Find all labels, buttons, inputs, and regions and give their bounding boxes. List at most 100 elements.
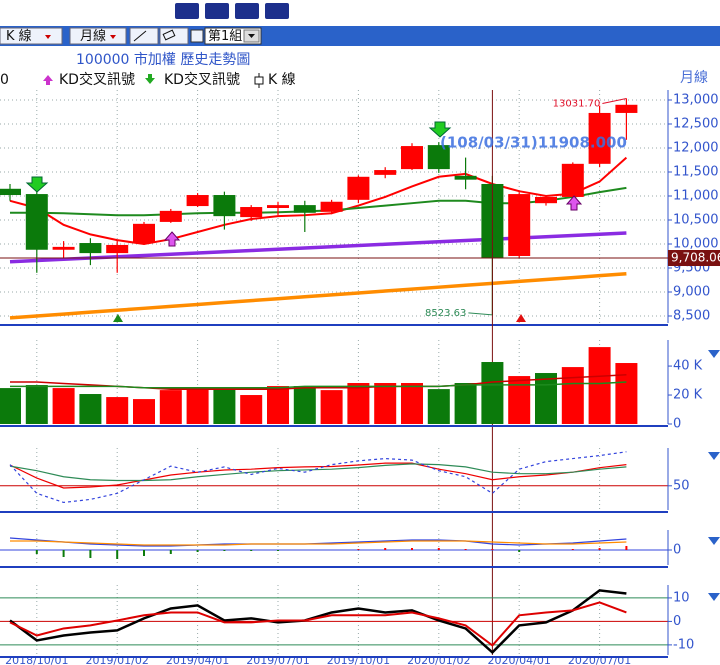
volume-bar xyxy=(427,389,450,424)
annotation-leader xyxy=(602,97,627,104)
dropdown-arrow xyxy=(45,35,51,39)
volume-bar xyxy=(186,387,209,424)
candle-body xyxy=(133,223,155,244)
candle-body xyxy=(240,207,263,218)
annotation-leader xyxy=(468,312,493,316)
annotation: 8523.63 xyxy=(425,308,466,319)
histogram-bar xyxy=(491,549,494,550)
buy-signal xyxy=(565,195,583,211)
candle-body xyxy=(561,163,584,197)
candle-body xyxy=(535,196,557,204)
volume-bar xyxy=(561,367,584,424)
buy-signal xyxy=(163,231,181,247)
histogram-bar xyxy=(35,550,38,554)
x-tick-label: 2020/01/02 xyxy=(407,654,470,665)
volume-bar xyxy=(401,383,423,424)
histogram-bar xyxy=(464,549,467,550)
x-tick-label: 2018/10/01 xyxy=(5,654,68,665)
histogram-bar xyxy=(357,549,360,550)
icon-button[interactable] xyxy=(205,3,229,19)
volume-bar xyxy=(293,386,316,424)
icon-button[interactable] xyxy=(265,3,289,19)
period-text: 月線 xyxy=(80,28,106,44)
histogram-bar xyxy=(411,548,413,550)
histogram-bar xyxy=(518,550,521,552)
histogram-bar xyxy=(384,548,387,550)
volume-bar xyxy=(347,383,370,424)
legend-text: KD交叉訊號 xyxy=(59,71,135,88)
panel-button[interactable] xyxy=(708,593,720,601)
y-tick-label: 11,000 xyxy=(673,188,719,203)
x-tick-label: 2019/01/02 xyxy=(85,654,148,665)
line-tool[interactable] xyxy=(129,27,159,45)
sell-signal xyxy=(428,121,452,138)
x-tick-label: 2020/07/01 xyxy=(568,654,631,665)
y-tick-label: 0 xyxy=(673,543,681,558)
kline-select[interactable] xyxy=(0,27,63,45)
legend-text: KD交叉訊號 xyxy=(164,71,240,88)
histogram-bar xyxy=(571,549,574,550)
volume-bar xyxy=(508,376,531,424)
y-tick-label: 12,500 xyxy=(673,116,719,131)
histogram-bar xyxy=(169,550,172,554)
y-tick-label: 50 xyxy=(673,478,690,493)
series-line xyxy=(9,537,627,547)
legend-candle xyxy=(254,76,264,85)
histogram-bar xyxy=(143,550,145,556)
candle-body xyxy=(0,188,21,196)
series-line xyxy=(10,186,627,217)
series-line xyxy=(9,601,627,647)
x-tick-label: 2019/04/01 xyxy=(166,654,229,665)
dropdown-arrow xyxy=(110,35,116,39)
grid-icon[interactable] xyxy=(190,29,204,43)
icon-button[interactable] xyxy=(235,3,259,19)
candle-body xyxy=(293,205,316,213)
panel-button[interactable] xyxy=(708,452,720,460)
toolbar-icons xyxy=(175,3,289,19)
y-tick-label: 11,500 xyxy=(673,164,719,179)
panel-button[interactable] xyxy=(708,537,720,545)
candle-body xyxy=(401,146,423,170)
series-line xyxy=(9,463,627,482)
series-line xyxy=(10,540,627,546)
candle-body xyxy=(186,195,209,207)
legend-text: K 線 xyxy=(268,72,296,88)
sell-signal xyxy=(25,176,49,193)
y-tick-label: 10 xyxy=(673,590,690,605)
candle-body xyxy=(106,244,129,254)
candle-body xyxy=(52,246,75,250)
line-icon xyxy=(133,30,147,42)
histogram-bar xyxy=(89,550,92,558)
series-line xyxy=(9,462,627,489)
volume-bar xyxy=(240,395,263,424)
y-tick-label: 13,000 xyxy=(673,92,719,107)
volume-bar xyxy=(454,383,477,424)
y-tick-label: 9,000 xyxy=(673,284,710,299)
y-tick-label: 10,000 xyxy=(673,236,719,251)
volume-bar xyxy=(535,373,557,424)
candle-body xyxy=(508,194,531,256)
histogram-bar xyxy=(250,550,253,551)
histogram-bar xyxy=(437,548,440,550)
icon-button[interactable] xyxy=(175,3,199,19)
plots: 2018/10/01 2019/01/02 2019/04/01 2019/07/01… xyxy=(0,90,720,665)
histogram-bar xyxy=(223,550,226,551)
histogram-bar xyxy=(625,546,628,550)
histogram-bar xyxy=(598,548,601,550)
legend-down-arrow xyxy=(145,74,155,84)
crosshair-label: 9,708.06 xyxy=(671,251,720,265)
y-tick-label: 10,500 xyxy=(673,212,719,227)
histogram-bar xyxy=(116,550,119,559)
signals xyxy=(25,121,583,322)
period-label: 月線 xyxy=(680,70,708,86)
panel-button[interactable] xyxy=(708,350,720,358)
volume-bar xyxy=(133,399,155,424)
signal-triangle xyxy=(516,314,526,322)
volume-bar xyxy=(213,387,236,424)
histogram-bar xyxy=(62,550,65,557)
series-line xyxy=(9,156,628,246)
candle-body xyxy=(347,176,370,200)
period-select[interactable] xyxy=(69,27,127,45)
